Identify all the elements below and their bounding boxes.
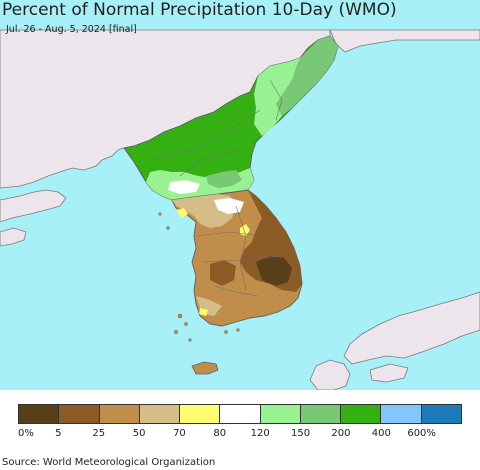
legend-swatch-6 [260, 405, 301, 423]
nk-south-white [168, 180, 200, 194]
legend-label: 120 [250, 428, 270, 439]
legend-swatch-8 [341, 405, 382, 423]
legend-swatch-1 [59, 405, 100, 423]
nk-east-band-medium [276, 36, 338, 116]
land-japan-shikoku [369, 363, 409, 383]
land-shandong [0, 227, 27, 247]
legend-label: 200 [331, 428, 351, 439]
small-islands [158, 212, 240, 342]
legend-label: 80 [213, 428, 227, 439]
sk-yellow-spot [240, 224, 250, 236]
legend-label: 0% [18, 428, 34, 439]
legend-swatch-2 [99, 405, 140, 423]
sk-south-yellow [199, 308, 208, 316]
province-lines [149, 79, 283, 297]
map-title: Percent of Normal Precipitation 10-Day (… [2, 0, 397, 20]
legend-label: 5 [55, 428, 62, 439]
legend-bar [18, 404, 462, 424]
legend-label: 70 [173, 428, 186, 439]
legend-label: 150 [291, 428, 311, 439]
legend-label: 400 [371, 428, 391, 439]
legend-swatch-9 [381, 405, 422, 423]
sk-darkest [256, 256, 292, 286]
legend-swatch-3 [139, 405, 181, 423]
land-japan-kyushu [309, 359, 351, 390]
source-credit: Source: World Meteorological Organizatio… [2, 457, 216, 468]
legend-labels: 0% 5 25 50 70 80 120 150 200 400 600% [18, 428, 462, 442]
nk-east-band-light [254, 58, 300, 136]
legend-swatch-0 [19, 405, 60, 423]
legend-swatch-10 [421, 405, 461, 423]
jeju-island [191, 361, 219, 375]
sk-nw-white [214, 198, 244, 214]
map-subtitle: Jul. 26 - Aug. 5, 2024 [final] [6, 24, 137, 35]
land-liaodong [0, 189, 67, 223]
legend-swatch-5 [220, 405, 261, 423]
legend-label: 25 [92, 428, 106, 439]
sk-yellow-nw [176, 208, 188, 218]
legend-swatch-7 [300, 405, 342, 423]
precipitation-map: Percent of Normal Precipitation 10-Day (… [0, 0, 480, 390]
land-japan-honshu [343, 291, 480, 365]
sk-sw-dark [210, 260, 236, 286]
legend-label: 50 [132, 428, 146, 439]
legend-swatch-4 [180, 405, 221, 423]
legend-label: 600% [407, 428, 436, 439]
nk-south-medium [206, 170, 242, 188]
map-svg [0, 0, 480, 390]
